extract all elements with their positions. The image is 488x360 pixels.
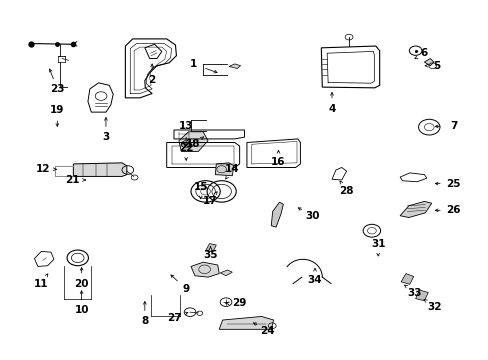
Text: 23: 23: [50, 84, 64, 94]
Polygon shape: [205, 244, 216, 252]
Text: 21: 21: [64, 175, 79, 185]
Text: 27: 27: [166, 312, 181, 323]
Text: 32: 32: [426, 302, 441, 312]
Polygon shape: [400, 274, 413, 284]
Text: 6: 6: [420, 48, 427, 58]
Text: 25: 25: [446, 179, 460, 189]
Text: 2: 2: [148, 75, 155, 85]
Text: 7: 7: [449, 121, 456, 131]
Text: 34: 34: [307, 275, 322, 285]
Text: 10: 10: [74, 305, 89, 315]
Text: 12: 12: [36, 164, 50, 174]
Text: 14: 14: [224, 164, 239, 174]
Text: 30: 30: [305, 211, 319, 221]
Text: 28: 28: [339, 186, 353, 196]
Polygon shape: [415, 290, 427, 301]
Text: 20: 20: [74, 279, 89, 289]
Text: 24: 24: [260, 326, 275, 336]
Polygon shape: [73, 163, 126, 176]
Text: 11: 11: [34, 279, 48, 289]
Text: 8: 8: [141, 316, 148, 326]
Text: 16: 16: [271, 157, 285, 167]
Text: 4: 4: [327, 104, 335, 113]
Text: 5: 5: [432, 61, 439, 71]
Text: 33: 33: [407, 288, 421, 297]
Text: 26: 26: [446, 205, 460, 215]
Text: 1: 1: [189, 59, 197, 69]
Polygon shape: [228, 64, 240, 68]
Polygon shape: [271, 202, 283, 227]
Text: 15: 15: [193, 182, 207, 192]
Text: 19: 19: [50, 105, 64, 115]
Polygon shape: [424, 59, 433, 66]
Polygon shape: [399, 202, 431, 217]
Text: 31: 31: [370, 239, 385, 249]
Text: 13: 13: [179, 121, 193, 131]
Polygon shape: [215, 163, 233, 176]
Polygon shape: [191, 262, 219, 277]
Polygon shape: [179, 132, 207, 152]
Polygon shape: [219, 316, 273, 329]
Text: 18: 18: [186, 139, 200, 149]
Text: 22: 22: [179, 143, 193, 153]
Polygon shape: [220, 270, 232, 276]
Text: 35: 35: [203, 250, 217, 260]
Text: 9: 9: [182, 284, 189, 294]
Text: 3: 3: [102, 132, 109, 142]
Text: 17: 17: [203, 197, 217, 206]
Text: 29: 29: [232, 298, 246, 308]
